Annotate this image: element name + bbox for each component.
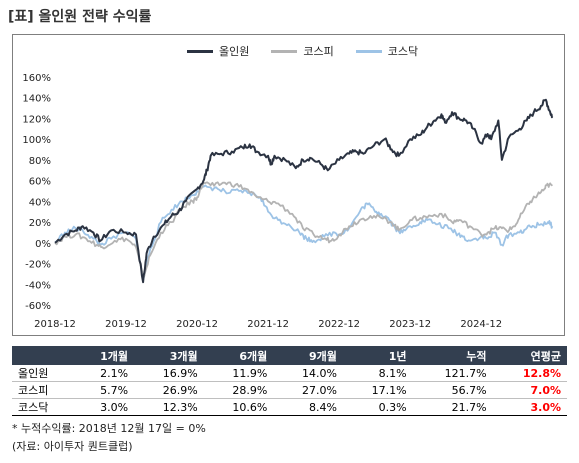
table-header-cell: 누적 (412, 346, 493, 365)
chart-legend: 올인원 코스피 코스닥 (187, 43, 418, 59)
x-tick-label: 2020-12 (176, 319, 218, 330)
table-cell: 14.0% (273, 365, 343, 382)
table-cell: 56.7% (412, 381, 493, 399)
table-cell: 10.6% (203, 398, 274, 416)
table-cell: 121.7% (412, 365, 493, 382)
series-line-allinone (54, 98, 554, 284)
y-tick-label: 100% (22, 135, 51, 146)
table-cell: 2.1% (74, 365, 135, 382)
table-cell: 12.3% (134, 398, 204, 416)
returns-table: 1개월 3개월 6개월 9개월 1년 누적 연평균 올인원 2.1% 16.9%… (12, 346, 567, 416)
legend-item-kospi: 코스피 (271, 43, 334, 59)
series-line-kosdaq (54, 184, 554, 281)
table-cell: 3.0% (74, 398, 135, 416)
x-tick-label: 2019-12 (105, 319, 147, 330)
y-tick-label: -60% (25, 301, 51, 312)
y-tick-label: 120% (22, 114, 51, 125)
table-row-label: 올인원 (12, 365, 75, 382)
table-cell: 8.4% (273, 398, 343, 416)
legend-label-allinone: 올인원 (219, 45, 250, 58)
table-row: 올인원 2.1% 16.9% 11.9% 14.0% 8.1% 121.7% 1… (12, 365, 567, 382)
table-cell-cagr: 3.0% (492, 398, 567, 416)
table-cell: 16.9% (134, 365, 204, 382)
y-tick-label: 80% (29, 156, 51, 167)
legend-swatch-kospi (271, 49, 298, 53)
table-row-label: 코스닥 (12, 398, 75, 416)
legend-swatch-allinone (187, 49, 213, 53)
y-tick-label: 20% (29, 218, 51, 229)
footnote: * 누적수익률: 2018년 12월 17일 = 0% (12, 422, 206, 435)
table-header-cell: 3개월 (134, 346, 204, 365)
legend-item-kosdaq: 코스닥 (355, 43, 419, 59)
legend-item-allinone: 올인원 (187, 43, 249, 59)
table-header-cell: 6개월 (203, 346, 274, 365)
table-cell: 5.7% (74, 381, 135, 399)
source-note: (자료: 아이투자 퀀트클럽) (12, 440, 133, 453)
y-tick-label: -20% (25, 260, 51, 271)
table-header-row: 1개월 3개월 6개월 9개월 1년 누적 연평균 (12, 346, 567, 365)
x-tick-label: 2018-12 (34, 319, 76, 330)
y-tick-label: 60% (29, 177, 51, 188)
table-cell: 26.9% (134, 381, 204, 399)
x-tick-label: 2022-12 (318, 319, 360, 330)
x-tick-label: 2021-12 (247, 319, 289, 330)
x-tick-label: 2024-12 (460, 319, 502, 330)
y-tick-label: 0% (35, 239, 51, 250)
line-chart: 160% 140% 120% 100% 80% 60% 40% 20% 0% -20% -40% -6… (22, 73, 554, 330)
y-tick-label: 160% (22, 73, 51, 84)
table-cell: 11.9% (203, 365, 274, 382)
table-cell-cagr: 7.0% (492, 381, 567, 399)
legend-label-kosdaq: 코스닥 (387, 45, 419, 58)
y-tick-label: 140% (22, 94, 51, 105)
table-cell: 0.3% (342, 398, 413, 416)
table-cell: 17.1% (342, 381, 413, 399)
legend-swatch-kosdaq (355, 49, 382, 53)
table-row: 코스닥 3.0% 12.3% 10.6% 8.4% 0.3% 21.7% 3.0… (12, 398, 567, 416)
table-cell: 28.9% (203, 381, 274, 399)
table-header-cell: 연평균 (492, 346, 567, 365)
page-title: [표] 올인원 전략 수익률 (8, 9, 152, 25)
table-row-label: 코스피 (12, 381, 75, 399)
y-tick-label: -40% (25, 280, 51, 291)
table-cell: 8.1% (342, 365, 413, 382)
table-header-cell: 9개월 (273, 346, 343, 365)
table-row: 코스피 5.7% 26.9% 28.9% 27.0% 17.1% 56.7% 7… (12, 381, 567, 399)
table-header-cell: 1개월 (74, 346, 135, 365)
chart-area: 160% 140% 120% 100% 80% 60% 40% 20% 0% -20% -40% -6… (12, 34, 565, 336)
legend-label-kospi: 코스피 (303, 45, 334, 58)
series-line-kospi (54, 181, 553, 279)
table-cell: 21.7% (412, 398, 493, 416)
table-cell-cagr: 12.8% (492, 365, 567, 382)
table-header-cell: 1년 (342, 346, 413, 365)
x-tick-label: 2023-12 (389, 319, 431, 330)
table-cell: 27.0% (273, 381, 343, 399)
y-tick-label: 40% (29, 197, 51, 208)
table-header-cell (12, 346, 75, 365)
